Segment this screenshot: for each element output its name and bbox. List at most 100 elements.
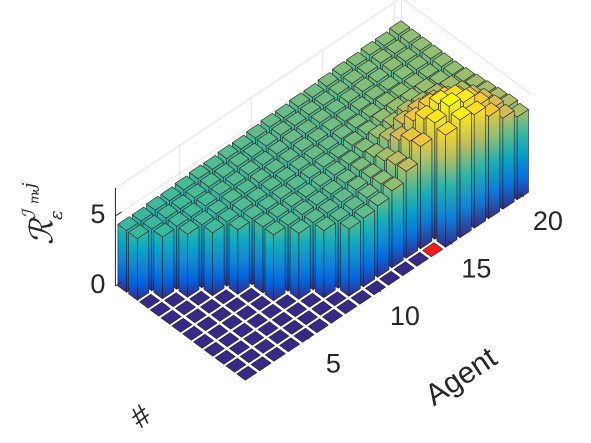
bar-side — [137, 230, 150, 301]
bar — [221, 314, 243, 330]
bar-side — [473, 107, 486, 229]
bar-side — [391, 182, 404, 269]
bar-top — [228, 152, 250, 167]
bar — [250, 356, 272, 372]
bar-top — [157, 204, 178, 219]
bar — [128, 224, 150, 301]
bar-top — [236, 305, 257, 321]
bar-top — [232, 196, 253, 212]
bar-top — [367, 67, 389, 83]
bar-top — [314, 91, 336, 106]
z-tick — [115, 281, 122, 287]
bar-top — [318, 198, 340, 214]
bar-top — [386, 150, 408, 166]
bar-top — [379, 270, 401, 286]
bar-top — [385, 39, 407, 54]
bar-top — [271, 184, 293, 199]
bar-top — [282, 129, 303, 144]
bar-top — [196, 191, 218, 207]
bar-top — [254, 338, 275, 354]
bar-top — [192, 210, 214, 226]
bar — [182, 325, 204, 341]
bar — [211, 306, 232, 322]
bar-side — [162, 229, 175, 300]
bar — [171, 317, 193, 333]
bar — [286, 302, 308, 318]
y-tick-label: 20 — [533, 206, 563, 236]
bar-top — [389, 20, 411, 36]
bar-top — [304, 208, 325, 223]
bar — [204, 341, 225, 357]
bar-side — [420, 138, 433, 250]
bar-top — [336, 169, 357, 184]
bar-top — [257, 195, 279, 210]
bar-top — [332, 124, 354, 140]
bar-top — [232, 322, 254, 338]
bar — [268, 329, 290, 345]
bar-top — [203, 155, 225, 170]
bar-top — [250, 295, 272, 311]
bar-top — [196, 316, 218, 332]
bar-top — [325, 161, 347, 176]
bar-top — [372, 169, 393, 185]
bar — [243, 330, 265, 346]
z-label-sub: ε — [46, 210, 67, 220]
z-tick-label: 5 — [90, 199, 105, 229]
bar-side — [445, 127, 458, 248]
bar-top — [175, 300, 196, 316]
bar-side — [128, 232, 138, 301]
bar — [203, 218, 225, 297]
y-tick — [376, 288, 382, 293]
bar-top — [293, 200, 315, 215]
bar-top — [425, 108, 447, 124]
bar — [261, 303, 282, 319]
bar — [236, 305, 257, 321]
bar — [236, 365, 258, 381]
bar-top — [274, 103, 296, 119]
bar-top — [246, 123, 268, 139]
bar-top — [322, 308, 343, 324]
bar — [314, 216, 336, 299]
bar-top — [246, 187, 268, 202]
bar-top — [346, 175, 368, 191]
bar — [379, 270, 401, 286]
bar-top — [343, 131, 364, 146]
bar-top — [307, 318, 329, 334]
bar-top — [253, 150, 275, 166]
bar-top — [365, 280, 386, 296]
bar-top — [268, 329, 290, 345]
bar-top — [271, 311, 293, 327]
bar — [339, 214, 361, 297]
bar-top — [232, 134, 253, 150]
bar-top — [321, 179, 343, 195]
bar-top — [307, 127, 329, 143]
bar-top — [146, 196, 167, 211]
bar-top — [292, 137, 314, 152]
bar-top — [200, 298, 221, 314]
bar-top — [296, 182, 318, 198]
bar-side — [436, 128, 446, 248]
bar-top — [325, 291, 347, 307]
bar-side — [289, 226, 300, 300]
bar-top — [357, 59, 378, 75]
bar — [164, 292, 185, 308]
bar-top — [418, 63, 439, 78]
bar-side — [502, 110, 515, 210]
bar-top — [218, 207, 239, 223]
bar-top — [275, 294, 297, 310]
bar-top — [167, 212, 189, 227]
bar — [214, 289, 236, 305]
bar-top — [335, 107, 357, 122]
bar-top — [207, 324, 229, 340]
bar — [282, 319, 304, 335]
bar-top — [264, 220, 286, 236]
bar-top — [443, 60, 465, 76]
bar-top — [328, 143, 350, 159]
bar — [311, 300, 333, 316]
bar-top — [407, 252, 429, 267]
bar — [297, 310, 318, 326]
bar-top — [400, 28, 421, 44]
y-tick — [448, 240, 453, 245]
bar-top — [278, 147, 300, 163]
bar-top — [310, 108, 332, 124]
